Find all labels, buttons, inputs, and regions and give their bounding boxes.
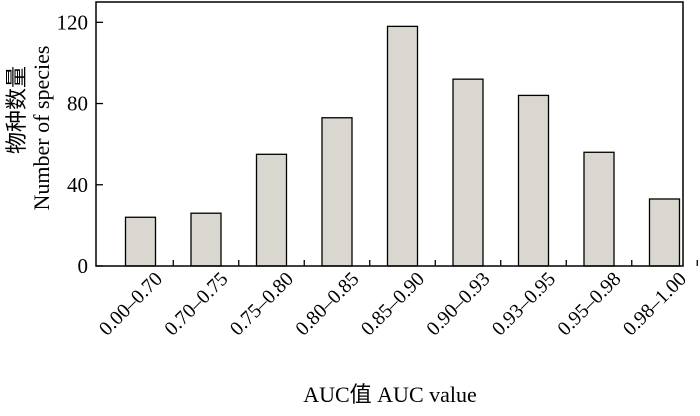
plot-frame [95,1,684,267]
bar-0.98–1.00 [648,198,681,267]
bar-0.80–0.85 [321,117,353,267]
bars-group [124,25,681,267]
x-tick-label: 0.85–0.90 [357,268,429,340]
y-axis-title-english: Number of species [29,46,54,211]
y-tick-label: 80 [67,92,88,116]
bar-0.90–0.93 [452,78,484,267]
x-axis-title: AUC值 AUC value [303,382,477,407]
bar-0.93–0.95 [517,94,550,267]
bar-0.95–0.98 [583,151,615,267]
x-tick-label: 0.75–0.80 [226,268,298,340]
x-tick-label: 0.98–1.00 [619,268,691,340]
y-tick-label: 120 [57,10,89,34]
y-axis-title-chinese: 物种数量 [4,66,29,154]
bar-0.85–0.90 [386,25,419,267]
bar-0.00–0.70 [124,216,157,267]
x-tick-label: 0.70–0.75 [160,268,232,340]
y-ticks-group: 0 40 80 120 [57,10,103,278]
x-tick-label: 0.93–0.95 [488,268,560,340]
y-tick-label: 0 [78,254,89,278]
x-tick-label: 0.95–0.98 [553,268,625,340]
y-tick-label: 40 [67,173,88,197]
bar-0.75–0.80 [255,153,288,267]
x-tick-label: 0.90–0.93 [422,268,494,340]
bar-0.70–0.75 [190,212,222,267]
x-tick-label: 0.80–0.85 [291,268,363,340]
x-tick-label: 0.00–0.70 [95,268,167,340]
x-ticks-group: 0.00–0.700.70–0.750.75–0.800.80–0.850.85… [95,260,698,340]
